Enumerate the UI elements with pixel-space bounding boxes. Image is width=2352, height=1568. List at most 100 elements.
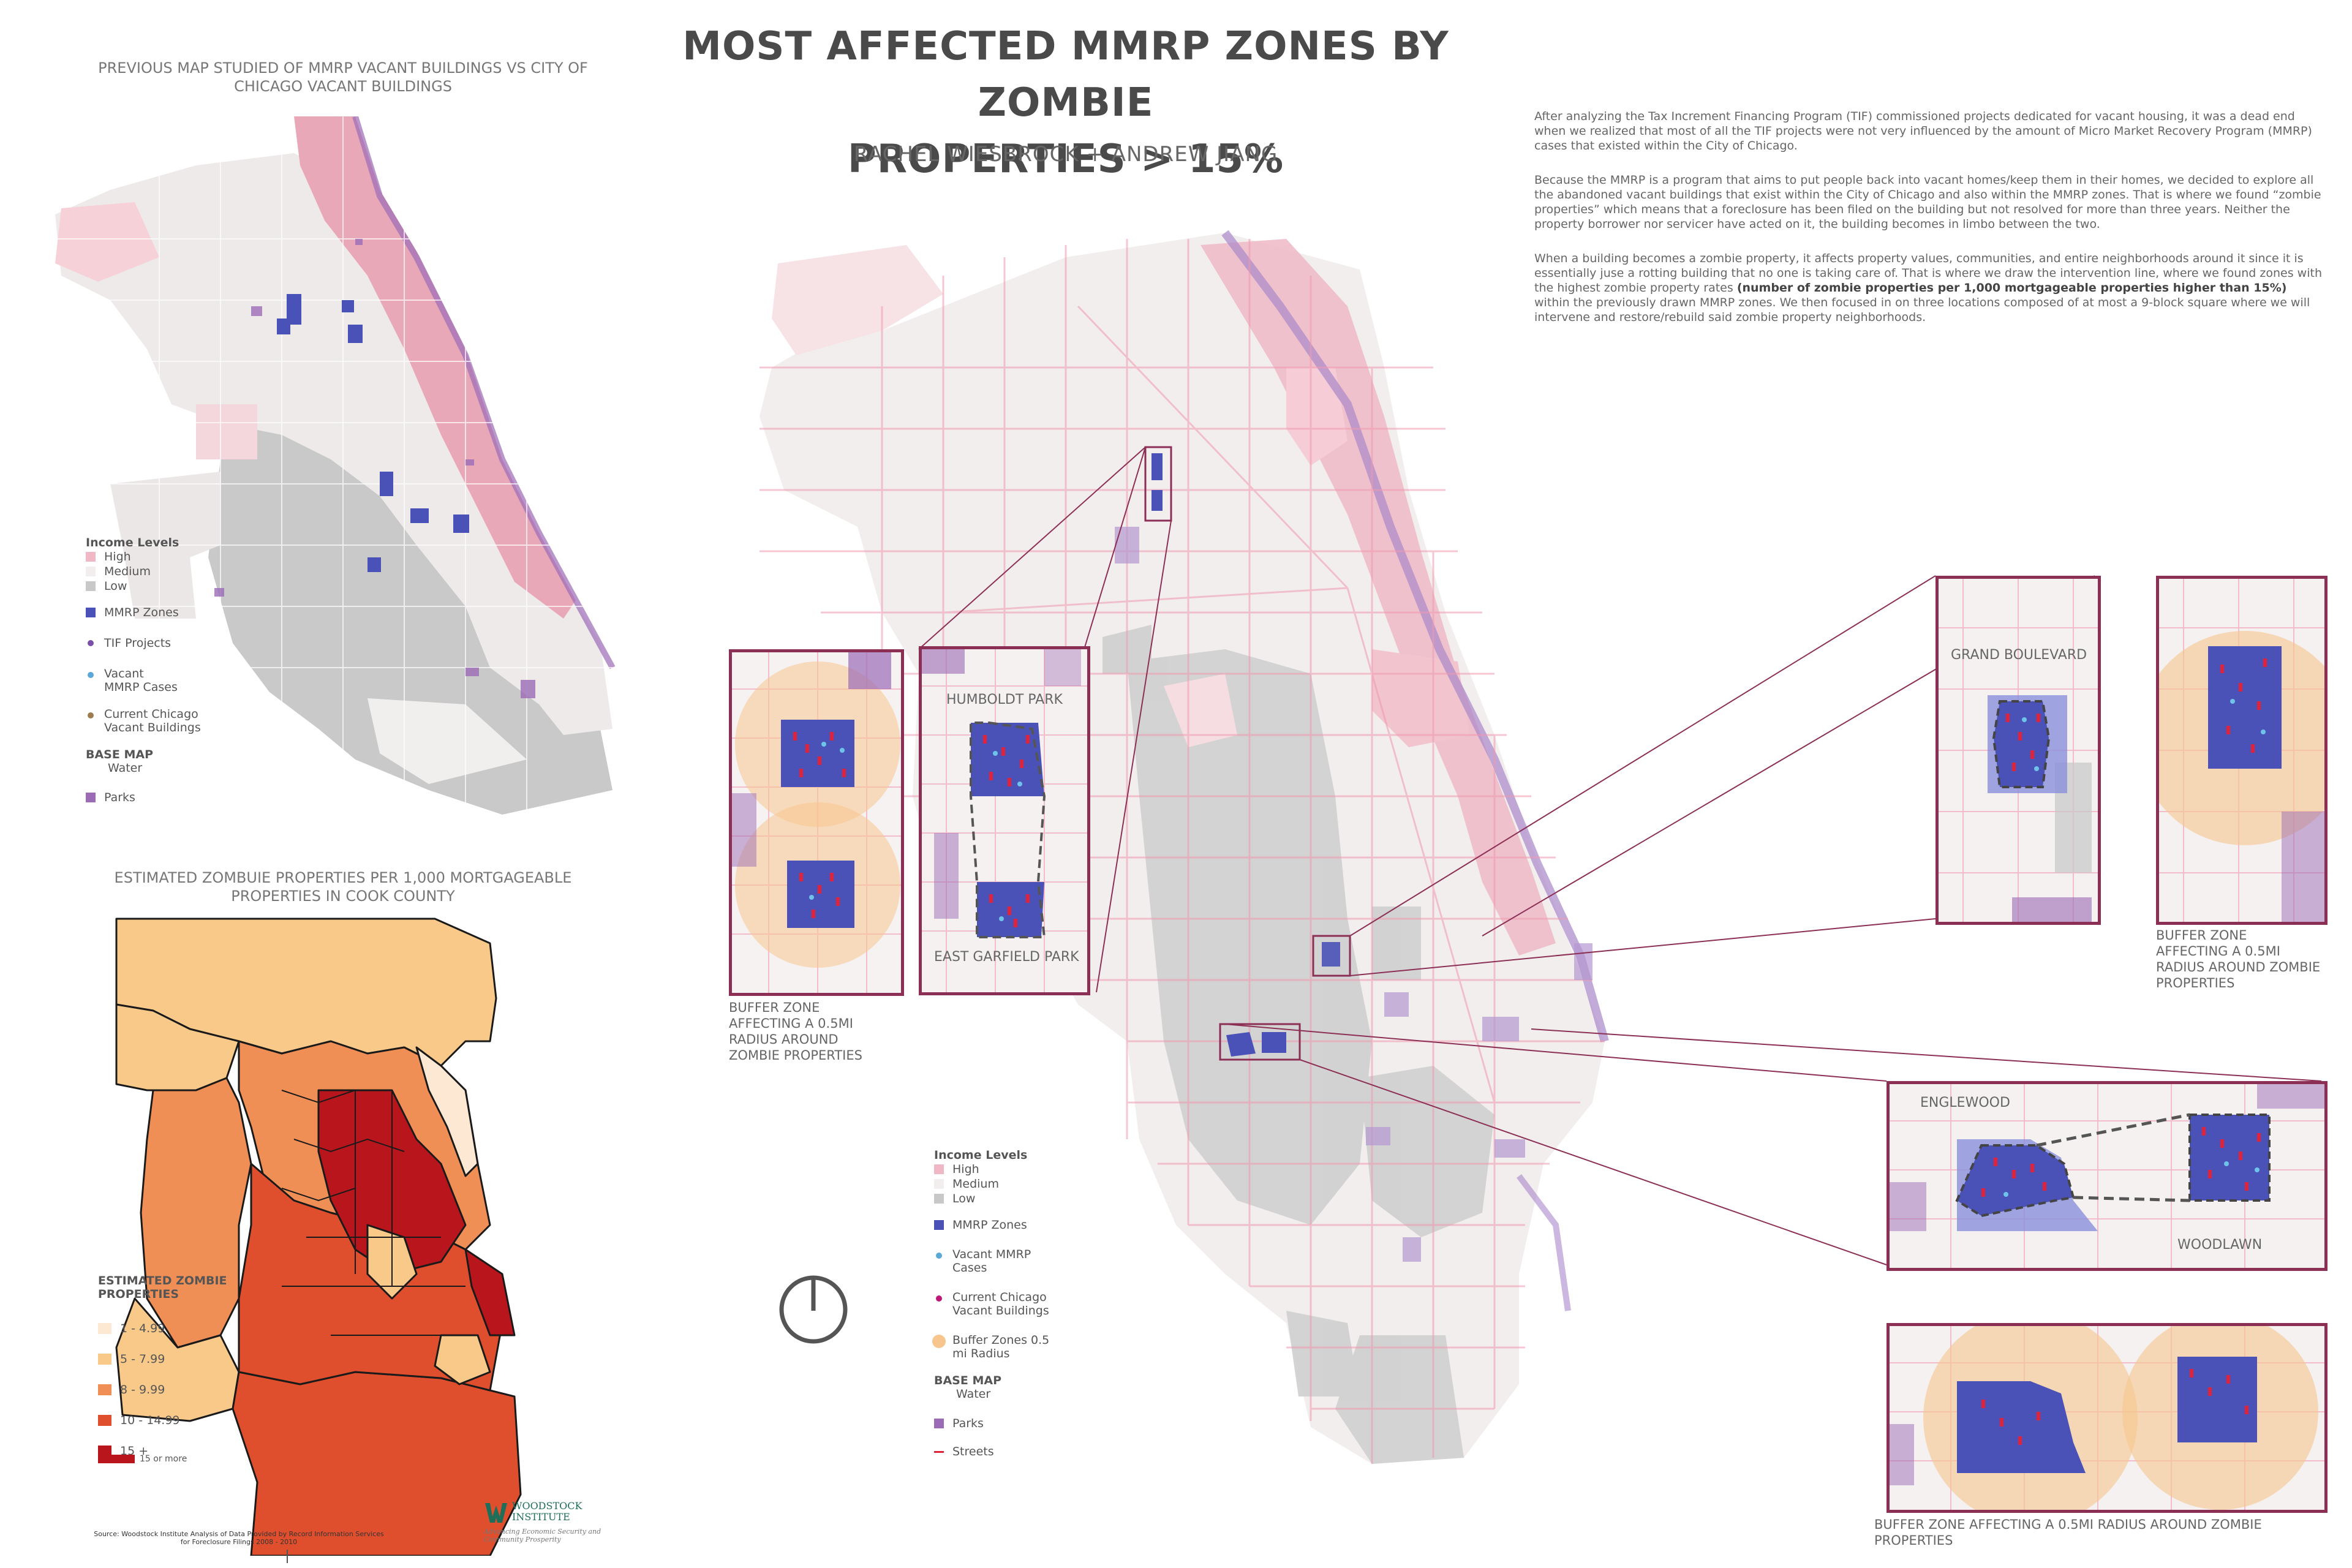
cook-county-source: Source: Woodstock Institute Analysis of … <box>94 1530 384 1546</box>
main-legend-medium-swatch <box>934 1179 944 1189</box>
prev-legend-vacant-mmrp: Vacant MMRP Cases <box>104 667 178 694</box>
description-p3-start: When a building becomes a zombie propert… <box>1534 252 2322 295</box>
main-legend-parks-swatch <box>934 1419 944 1428</box>
main-map-legend: Income Levels High Medium Low MMRP Zones… <box>932 1148 1063 1460</box>
tick-mark <box>287 1550 288 1563</box>
north-arrow-icon <box>779 1275 848 1344</box>
main-legend-current-vacant: Current Chicago Vacant Buildings <box>952 1291 1049 1317</box>
main-chicago-map <box>760 230 1609 1464</box>
prev-legend-low: Low <box>104 579 127 593</box>
cook-legend-class: 8 - 9.99 <box>98 1374 233 1405</box>
prev-legend-tif: TIF Projects <box>104 636 172 650</box>
cook-legend-heading: ESTIMATED ZOMBIE PROPERTIES <box>98 1274 227 1301</box>
inset-grand-boulevard-buffer-zone <box>2208 646 2282 769</box>
main-legend-medium: Medium <box>952 1177 999 1191</box>
main-legend-parks: Parks <box>952 1417 984 1430</box>
main-legend-water: Water <box>956 1387 991 1401</box>
prev-legend-high-swatch <box>86 552 96 562</box>
cook-legend-swatch <box>98 1354 111 1365</box>
cook-legend-class: 5 - 7.99 <box>98 1344 233 1374</box>
main-legend-streets-line <box>934 1450 944 1453</box>
main-legend-low-swatch <box>934 1194 944 1204</box>
cook-far-southeast-light <box>434 1334 491 1385</box>
connector-ew-1 <box>1224 1023 1887 1082</box>
inset-grand-boulevard: GRAND BOULEVARD <box>1936 576 2101 925</box>
cook-county-legend: ESTIMATED ZOMBIE PROPERTIES 1 - 4.99 5 - … <box>98 1274 233 1464</box>
main-mmrp-woodlawn <box>1262 1032 1286 1053</box>
inset-grand-boulevard-map <box>1939 579 2098 922</box>
cook-legend-label: 15 + <box>120 1444 149 1458</box>
main-map-lakeshore <box>1221 230 1609 1311</box>
inset-englewood-zone <box>1955 1144 2075 1218</box>
label-east-garfield-park: EAST GARFIELD PARK <box>934 949 1079 965</box>
main-legend-vacant-mmrp: Vacant MMRP Cases <box>952 1248 1031 1275</box>
prev-legend-mmrp: MMRP Zones <box>104 606 179 619</box>
focus-box-west <box>1144 446 1172 522</box>
inset-englewood-woodlawn-buffer <box>1887 1323 2328 1513</box>
prev-legend-base-map: BASE MAP <box>86 748 154 761</box>
connector-gb-2 <box>1349 918 1936 976</box>
cook-legend-class: 10 - 14.99 <box>98 1405 233 1436</box>
connector-ew-3 <box>1531 1028 2322 1082</box>
prev-legend-parks: Parks <box>104 791 135 804</box>
prev-legend-water: Water <box>108 761 143 775</box>
woodstock-logo-name: WOODSTOCK INSTITUTE <box>512 1500 582 1523</box>
prev-legend-tif-dot <box>88 640 94 646</box>
woodstock-logo-mark <box>485 1503 507 1523</box>
connector-west-1 <box>1084 447 1146 650</box>
previous-map-grid <box>37 116 625 839</box>
prev-legend-current-vacant-dot <box>88 712 94 718</box>
cook-lakeshore-light <box>415 1046 479 1177</box>
label-humboldt-park: HUMBOLDT PARK <box>946 692 1063 707</box>
main-legend-current-vacant-dot <box>936 1295 942 1302</box>
focus-box-grand-boulevard <box>1312 935 1351 977</box>
cook-southeast-15 <box>464 1248 516 1336</box>
inset-buffer-west-map <box>732 652 901 993</box>
inset-englewood-woodlawn: ENGLEWOOD WOODLAWN <box>1887 1081 2328 1271</box>
cook-legend-swatch <box>98 1384 111 1395</box>
caption-buffer-right: BUFFER ZONE AFFECTING A 0.5MI RADIUS ARO… <box>2156 928 2321 990</box>
inset-grand-boulevard-buffer <box>2156 576 2328 925</box>
cook-county-title: ESTIMATED ZOMBUIE PROPERTIES PER 1,000 M… <box>114 869 572 905</box>
inset-woodlawn-zone <box>2188 1114 2271 1202</box>
inset-grand-boulevard-zone <box>1992 700 2051 788</box>
title-line-2: PROPERTIES > 15% <box>847 137 1284 182</box>
prev-legend-high: High <box>104 550 131 564</box>
connector-gb-1 <box>1349 575 1936 937</box>
main-legend-mmrp-swatch <box>934 1220 944 1230</box>
main-mmrp-grand-boulevard <box>1322 942 1340 967</box>
main-legend-mmrp: MMRP Zones <box>952 1218 1027 1232</box>
cook-legend-15-note-text: 15 or more <box>140 1454 187 1464</box>
prev-legend-parks-swatch <box>86 793 96 802</box>
main-legend-income-heading: Income Levels <box>934 1148 1028 1162</box>
description-paragraph-1: After analyzing the Tax Increment Financ… <box>1534 110 2312 153</box>
main-legend-streets: Streets <box>952 1445 994 1458</box>
cook-legend-label: 1 - 4.99 <box>120 1322 165 1335</box>
main-legend-vacant-mmrp-dot <box>936 1253 942 1259</box>
main-map-streets <box>760 239 1605 1464</box>
label-englewood: ENGLEWOOD <box>1920 1095 2010 1110</box>
prev-legend-medium-swatch <box>86 567 96 576</box>
inset-buffer-west <box>729 649 904 996</box>
description-p3-bold: (number of zombie properties per 1,000 m… <box>1736 281 2287 295</box>
main-legend-high: High <box>952 1163 979 1176</box>
inset-humboldt-garfield: HUMBOLDT PARK EAST GARFIELD PARK <box>919 646 1090 995</box>
title-line-1: MOST AFFECTED MMRP ZONES BY ZOMBIE <box>682 24 1449 126</box>
main-legend-base-map: BASE MAP <box>934 1374 1002 1387</box>
cook-legend-swatch <box>98 1415 111 1426</box>
main-map-focus-boxes <box>1144 446 1351 1061</box>
previous-map-parks <box>214 239 535 698</box>
inset-buffer-englewood-zone <box>1957 1381 2086 1473</box>
previous-map-title: PREVIOUS MAP STUDIED OF MMRP VACANT BUIL… <box>98 59 588 95</box>
inset-buffer-west-zone-2 <box>787 861 854 928</box>
connector-west-3 <box>918 447 1146 650</box>
prev-legend-income-heading: Income Levels <box>86 536 179 549</box>
cook-legend-swatch <box>98 1446 111 1457</box>
cook-legend-swatch <box>98 1323 111 1334</box>
label-woodlawn: WOODLAWN <box>2177 1237 2263 1253</box>
main-legend-high-swatch <box>934 1164 944 1174</box>
main-mmrp-englewood <box>1226 1032 1256 1057</box>
cook-legend-15-bar <box>98 1455 135 1463</box>
inset-englewood-woodlawn-map <box>1890 1084 2324 1268</box>
